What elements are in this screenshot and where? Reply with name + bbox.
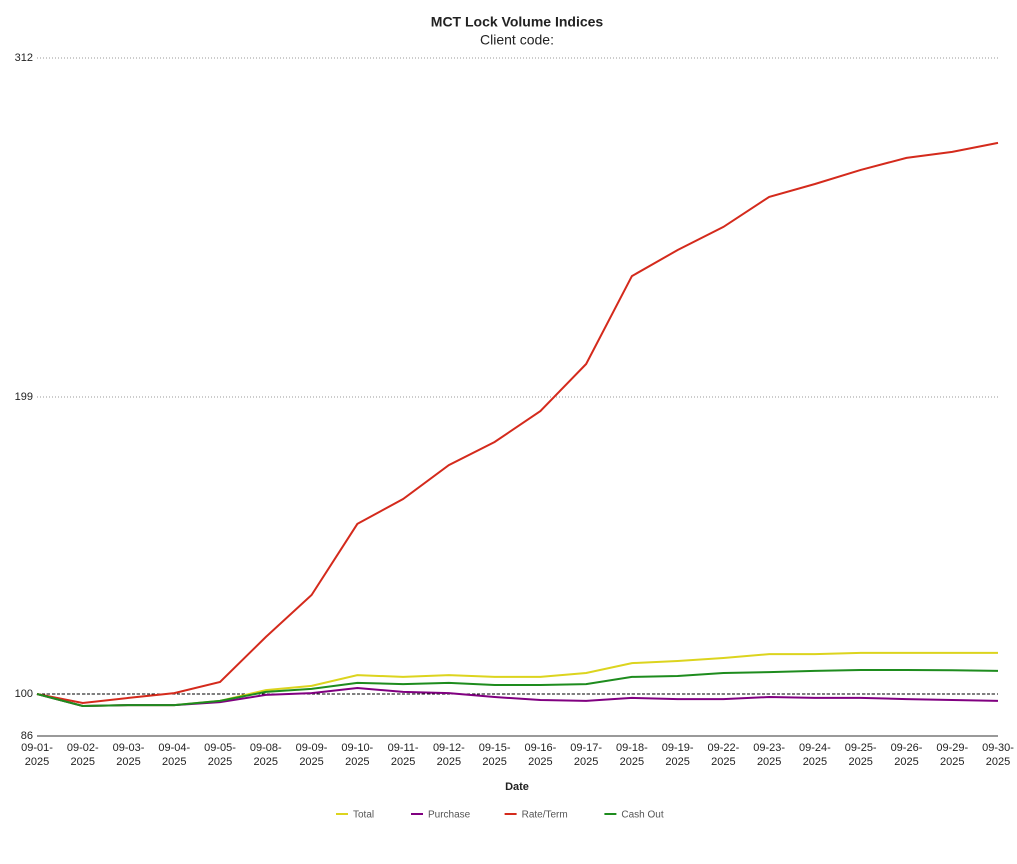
x-tick-label: 09-10-2025 (341, 742, 374, 768)
x-tick-label: 09-29-2025 (936, 742, 969, 768)
x-axis-label: Date (505, 781, 529, 793)
legend-label: Total (353, 810, 374, 821)
y-tick-label: 312 (15, 52, 33, 64)
x-tick-label: 09-26-2025 (890, 742, 923, 768)
x-tick-label: 09-08-2025 (249, 742, 282, 768)
x-tick-label: 09-15-2025 (478, 742, 511, 768)
x-tick-label: 09-30-2025 (982, 742, 1014, 768)
x-tick-label: 09-11-2025 (387, 742, 419, 768)
x-tick-label: 09-03-2025 (112, 742, 145, 768)
x-tick-label: 09-22-2025 (707, 742, 740, 768)
series-line (36, 669, 999, 708)
y-tick-label: 100 (15, 688, 33, 700)
x-tick-label: 09-04-2025 (158, 742, 191, 768)
x-tick-label: 09-24-2025 (799, 742, 831, 768)
chart-subtitle: Client code: (480, 32, 554, 48)
x-tick-label: 09-05-2025 (204, 742, 236, 768)
x-tick-label: 09-02-2025 (66, 742, 99, 768)
x-tick-label: 09-12-2025 (432, 742, 465, 768)
x-tick-label: 09-09-2025 (295, 742, 328, 768)
x-tick-label: 09-23-2025 (753, 742, 786, 768)
x-tick-label: 09-01-2025 (21, 742, 53, 768)
x-tick-label: 09-25-2025 (844, 742, 877, 768)
legend-label: Rate/Term (522, 810, 568, 821)
x-tick-label: 09-18-2025 (615, 742, 648, 768)
chart-title: MCT Lock Volume Indices (431, 14, 604, 30)
legend-label: Cash Out (621, 810, 663, 821)
series-line (36, 141, 999, 705)
x-tick-label: 09-17-2025 (570, 742, 603, 768)
legend-label: Purchase (428, 810, 471, 821)
y-tick-label: 86 (21, 730, 33, 742)
y-tick-label: 199 (15, 391, 33, 403)
x-tick-label: 09-19-2025 (661, 742, 694, 768)
x-tick-label: 09-16-2025 (524, 742, 557, 768)
